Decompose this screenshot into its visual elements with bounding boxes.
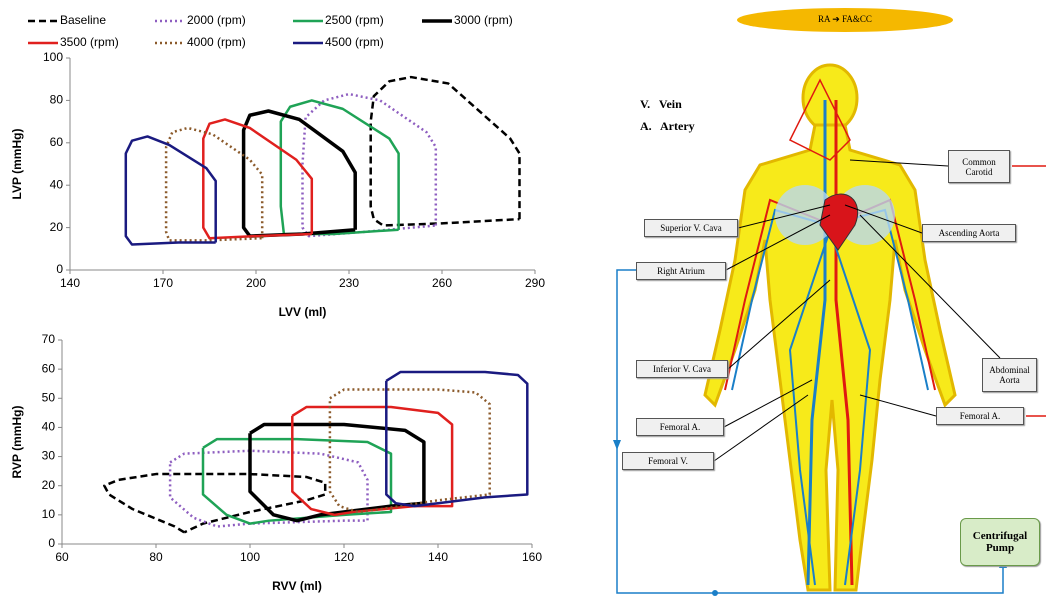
legend-label: Baseline — [60, 13, 106, 27]
y-axis-title: LVP (mmHg) — [10, 129, 24, 200]
body — [705, 65, 955, 590]
x-tick-label: 80 — [149, 550, 163, 564]
y-tick-label: 0 — [56, 262, 63, 276]
y-tick-label: 10 — [42, 507, 56, 521]
figure: RA ➔ FA&CC — [0, 0, 1046, 596]
label-box: Superior V. Cava — [644, 219, 738, 237]
y-tick-label: 20 — [50, 220, 64, 234]
x-tick-label: 170 — [153, 276, 173, 290]
diagram-title: RA ➔ FA&CC — [818, 14, 872, 24]
legend-label: 4500 (rpm) — [325, 35, 384, 49]
label-box: Common Carotid — [948, 150, 1010, 183]
label-box: Right Atrium — [636, 262, 726, 280]
pv-loop — [203, 119, 311, 238]
label-box: Femoral A. — [936, 407, 1024, 425]
x-tick-label: 140 — [60, 276, 80, 290]
label-box: Inferior V. Cava — [636, 360, 728, 378]
x-tick-label: 290 — [525, 276, 545, 290]
legend-label: 2500 (rpm) — [325, 13, 384, 27]
y-tick-label: 80 — [50, 93, 64, 107]
key-artery: A. Artery — [640, 119, 695, 134]
label-box: Femoral V. — [622, 452, 714, 470]
legend-label: 3000 (rpm) — [454, 13, 513, 27]
pv-loop — [303, 94, 436, 236]
x-tick-label: 120 — [334, 550, 354, 564]
y-tick-label: 40 — [42, 420, 56, 434]
pv-loop — [371, 77, 520, 225]
legend-label: 3500 (rpm) — [60, 35, 119, 49]
y-tick-label: 30 — [42, 449, 56, 463]
y-tick-label: 40 — [50, 177, 64, 191]
label-box: Femoral A. — [636, 418, 724, 436]
x-tick-label: 60 — [55, 550, 69, 564]
pv-loop — [386, 372, 527, 506]
label-box: Ascending Aorta — [922, 224, 1016, 242]
x-tick-label: 160 — [522, 550, 542, 564]
y-tick-label: 50 — [42, 390, 56, 404]
y-axis-title: RVP (mmHg) — [10, 406, 24, 479]
x-tick-label: 100 — [240, 550, 260, 564]
y-tick-label: 60 — [50, 135, 64, 149]
x-tick-label: 230 — [339, 276, 359, 290]
label-box: Abdominal Aorta — [982, 358, 1037, 392]
key-vein: V. Vein — [640, 97, 682, 112]
y-tick-label: 20 — [42, 478, 56, 492]
pump-box: Centrifugal Pump — [960, 518, 1040, 566]
x-axis-title: LVV (ml) — [279, 305, 327, 319]
y-tick-label: 70 — [42, 332, 56, 346]
legend-label: 2000 (rpm) — [187, 13, 246, 27]
x-axis-title: RVV (ml) — [272, 579, 322, 593]
x-tick-label: 200 — [246, 276, 266, 290]
x-tick-label: 140 — [428, 550, 448, 564]
pv-loop — [166, 128, 262, 240]
legend-label: 4000 (rpm) — [187, 35, 246, 49]
x-tick-label: 260 — [432, 276, 452, 290]
y-tick-label: 100 — [43, 50, 63, 64]
chart: RA ➔ FA&CC — [0, 0, 1046, 596]
y-tick-label: 0 — [48, 536, 55, 550]
y-tick-label: 60 — [42, 361, 56, 375]
